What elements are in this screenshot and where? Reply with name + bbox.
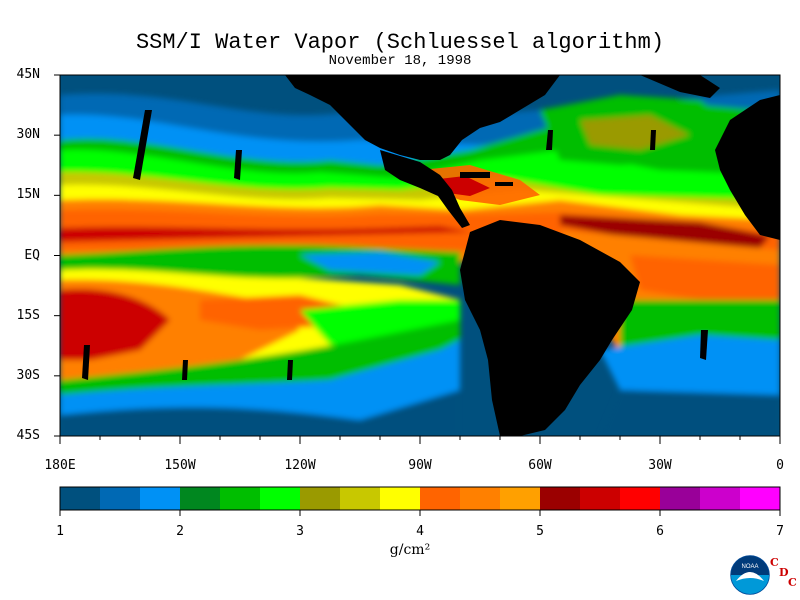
colorbar-swatch [620, 487, 661, 510]
lat-label: 30S [16, 367, 40, 383]
colorbar [59, 486, 781, 516]
colorbar-swatch [740, 487, 781, 510]
colorbar-swatch [660, 487, 701, 510]
lon-label: 120W [284, 458, 316, 473]
colorbar-swatch [260, 487, 301, 510]
colorbar-swatch [580, 487, 621, 510]
colorbar-swatch [380, 487, 421, 510]
colorbar-tick-label: 5 [536, 524, 544, 539]
colorbar-swatch [340, 487, 381, 510]
lon-label: 30W [648, 458, 672, 473]
cdc-letter-3: C [788, 576, 797, 589]
lon-label: 180E [44, 458, 76, 473]
colorbar-swatch [220, 487, 261, 510]
lat-label: EQ [24, 247, 40, 263]
colorbar-swatch [700, 487, 741, 510]
colorbar-swatch [420, 487, 461, 510]
colorbar-unit: g/cm² [389, 542, 431, 558]
map-title: SSM/I Water Vapor (Schluessel algorithm) [135, 30, 665, 55]
lat-label: 45N [16, 67, 40, 82]
cdc-letter-1: C [770, 556, 779, 569]
map-date: November 18, 1998 [328, 53, 472, 69]
colorbar-swatch [140, 487, 181, 510]
colorbar-swatch [500, 487, 541, 510]
lon-label: 90W [408, 458, 432, 473]
lat-label: 15S [16, 307, 40, 323]
lon-label: 60W [528, 458, 552, 473]
lat-label: 30N [16, 127, 40, 143]
lat-label: 45S [16, 428, 40, 443]
colorbar-swatch [100, 487, 141, 510]
colorbar-tick-label: 6 [656, 524, 664, 539]
colorbar-tick-label: 2 [176, 524, 184, 539]
lat-label: 15N [16, 187, 40, 203]
colorbar-tick-label: 1 [56, 524, 64, 539]
axis-ticks [54, 74, 781, 444]
lon-label: 150W [164, 458, 196, 473]
data-gaps [82, 110, 708, 380]
colorbar-swatch [60, 487, 101, 510]
cdc-letter-2: D [779, 566, 789, 579]
colorbar-tick-label: 7 [776, 524, 784, 539]
lon-label: 0 [776, 458, 784, 473]
colorbar-swatch [300, 487, 341, 510]
map-field [60, 75, 780, 436]
colorbar-swatch [540, 487, 581, 510]
noaa-logo: NOAA [730, 555, 770, 595]
land-masses [285, 75, 780, 436]
colorbar-swatch [460, 487, 501, 510]
colorbar-swatch [180, 487, 221, 510]
noaa-logo-text: NOAA [741, 564, 758, 570]
colorbar-tick-label: 3 [296, 524, 304, 539]
colorbar-tick-label: 4 [416, 524, 424, 539]
